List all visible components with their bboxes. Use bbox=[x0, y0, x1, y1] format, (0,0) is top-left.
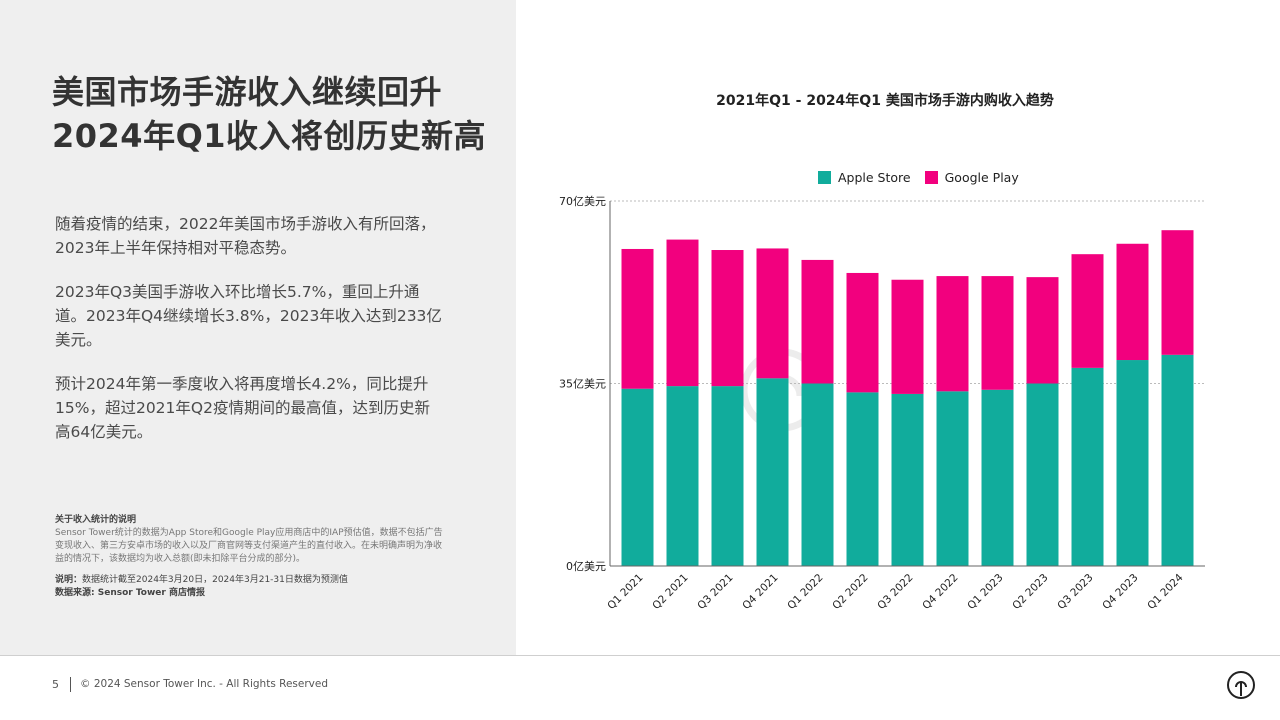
bar-apple-store-4 bbox=[801, 383, 834, 566]
bar-google-play-8 bbox=[981, 276, 1014, 390]
note-body: Sensor Tower统计的数据为App Store和Google Play应… bbox=[55, 528, 443, 564]
y-tick-label-1: 35亿美元 bbox=[559, 378, 606, 391]
note-source: 数据来源: Sensor Tower 商店情报 bbox=[55, 587, 445, 600]
note-explain: 说明：数据统计截至2024年3月20日，2024年3月21-31日数据为预测值 bbox=[55, 574, 445, 587]
page-number: 5 bbox=[52, 678, 59, 691]
footer-divider bbox=[0, 655, 1280, 656]
note-source-label: 数据来源: Sensor Tower 商店情报 bbox=[55, 588, 205, 598]
bar-google-play-6 bbox=[891, 279, 924, 394]
bar-google-play-12 bbox=[1161, 230, 1194, 355]
summary-paragraph-3: 预计2024年第一季度收入将再度增长4.2%，同比提升15%，超过2021年Q2… bbox=[55, 375, 430, 441]
x-tick-label-6: Q3 2022 bbox=[875, 572, 915, 612]
legend-label-google-play: Google Play bbox=[944, 170, 1019, 185]
bar-google-play-5 bbox=[846, 272, 879, 393]
bar-google-play-9 bbox=[1026, 277, 1059, 384]
legend-swatch-google-play bbox=[924, 171, 938, 184]
x-tick-label-9: Q2 2023 bbox=[1010, 572, 1050, 612]
bar-google-play-1 bbox=[666, 239, 699, 387]
summary-paragraph-1: 随着疫情的结束，2022年美国市场手游收入有所回落，2023年上半年保持相对平稳… bbox=[55, 215, 436, 257]
x-tick-label-10: Q3 2023 bbox=[1055, 572, 1095, 612]
note-explain-text: 数据统计截至2024年3月20日，2024年3月21-31日数据为预测值 bbox=[82, 575, 348, 585]
bar-apple-store-9 bbox=[1026, 383, 1059, 566]
x-tick-label-8: Q1 2023 bbox=[965, 572, 1005, 612]
x-tick-label-5: Q2 2022 bbox=[830, 572, 870, 612]
bar-apple-store-3 bbox=[756, 378, 789, 566]
x-tick-label-2: Q3 2021 bbox=[695, 572, 735, 612]
bar-apple-store-12 bbox=[1161, 354, 1194, 566]
footer-separator bbox=[70, 677, 71, 692]
bar-apple-store-0 bbox=[621, 388, 654, 566]
x-tick-label-0: Q1 2021 bbox=[605, 572, 645, 612]
bar-apple-store-2 bbox=[711, 386, 744, 566]
bar-apple-store-5 bbox=[846, 392, 879, 566]
x-tick-label-7: Q4 2022 bbox=[920, 572, 960, 612]
sensor-tower-logo-icon bbox=[1227, 671, 1255, 699]
legend-label-apple-store: Apple Store bbox=[838, 170, 911, 185]
bar-google-play-7 bbox=[936, 276, 969, 392]
copyright-text: © 2024 Sensor Tower Inc. - All Rights Re… bbox=[80, 678, 328, 690]
x-tick-label-1: Q2 2021 bbox=[650, 572, 690, 612]
revenue-note: 关于收入统计的说明 Sensor Tower统计的数据为App Store和Go… bbox=[55, 514, 445, 600]
x-tick-label-12: Q1 2024 bbox=[1145, 571, 1186, 612]
bar-google-play-11 bbox=[1116, 243, 1149, 361]
left-panel bbox=[0, 0, 516, 655]
legend-item-apple-store: Apple Store bbox=[818, 170, 911, 185]
legend-item-google-play: Google Play bbox=[924, 170, 1019, 185]
bar-apple-store-1 bbox=[666, 386, 699, 566]
bar-apple-store-10 bbox=[1071, 367, 1104, 566]
note-explain-label: 说明： bbox=[55, 575, 83, 585]
bar-google-play-10 bbox=[1071, 254, 1104, 368]
y-tick-label-2: 70亿美元 bbox=[559, 195, 606, 208]
x-tick-label-3: Q4 2021 bbox=[740, 572, 780, 612]
x-tick-label-11: Q4 2023 bbox=[1100, 572, 1140, 612]
page-title-line-1: 美国市场手游收入继续回升 bbox=[52, 73, 443, 111]
legend-swatch-apple-store bbox=[818, 171, 831, 184]
page-title: 美国市场手游收入继续回升 2024年Q1收入将创历史新高 bbox=[52, 70, 486, 158]
chart-title: 2021年Q1 - 2024年Q1 美国市场手游内购收入趋势 bbox=[716, 93, 1054, 109]
y-tick-label-0: 0亿美元 bbox=[566, 560, 606, 573]
bar-google-play-0 bbox=[621, 248, 654, 389]
page-title-line-2: 2024年Q1收入将创历史新高 bbox=[52, 117, 487, 155]
bar-google-play-4 bbox=[801, 259, 834, 384]
summary-text: 随着疫情的结束，2022年美国市场手游收入有所回落，2023年上半年保持相对平稳… bbox=[55, 212, 445, 464]
summary-paragraph-2: 2023年Q3美国手游收入环比增长5.7%，重回上升通道。2023年Q4继续增长… bbox=[55, 283, 442, 349]
chart-legend: Apple Store Google Play bbox=[818, 170, 1033, 185]
bar-google-play-3 bbox=[756, 248, 789, 379]
bar-apple-store-7 bbox=[936, 391, 969, 566]
note-title: 关于收入统计的说明 bbox=[55, 515, 137, 525]
bar-apple-store-11 bbox=[1116, 360, 1149, 566]
bar-apple-store-6 bbox=[891, 393, 924, 566]
bar-apple-store-8 bbox=[981, 389, 1014, 566]
bar-google-play-2 bbox=[711, 250, 744, 387]
x-tick-label-4: Q1 2022 bbox=[785, 572, 825, 612]
